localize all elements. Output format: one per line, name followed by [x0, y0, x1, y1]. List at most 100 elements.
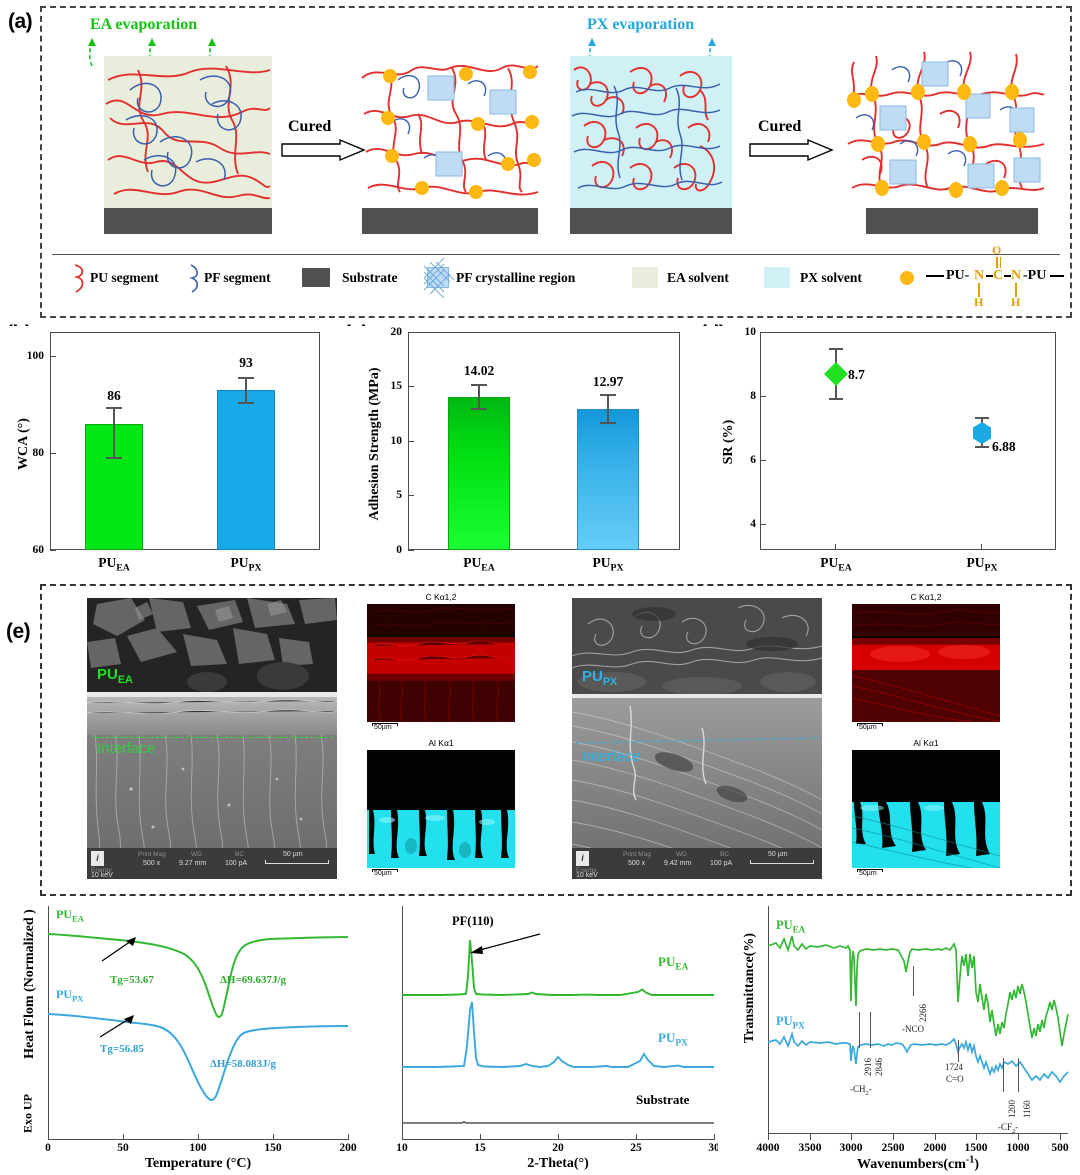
panel-d-xtick-pu-ea-sub: EA [838, 562, 852, 574]
panel-b-xtick-pu-px-sub: PX [248, 562, 262, 574]
panel-h-anno-ch2: -CH2- [850, 1084, 872, 1097]
panel-h-ch2-sub: 2 [865, 1089, 869, 1097]
panel-h-series-pu-px-main: PU [776, 1014, 793, 1028]
eds-scale-bracket-icon [372, 869, 398, 872]
panel-f-xtick-0: 0 [45, 1142, 51, 1154]
ea-solvent-region [104, 56, 272, 208]
pf-crystalline-swatch-icon [423, 257, 455, 299]
sem-scalebar-pu-px [750, 860, 814, 864]
panel-h-xtick-3000: 3000 [839, 1142, 863, 1154]
panel-g-xtickmark-20 [558, 1134, 560, 1140]
panel-h-xtick-2500: 2500 [881, 1142, 905, 1154]
panel-c-xtick-pu-ea: PUEA [448, 555, 510, 574]
panel-f-xtickmark-0 [48, 1134, 50, 1140]
sem-infobar-mag-value: 500 x [143, 860, 161, 867]
substrate-swatch-icon [302, 268, 330, 287]
sem-coating-layer-pu-ea [87, 697, 337, 735]
panel-f-xtickmark-100 [198, 1134, 200, 1140]
sem-infobar-pu-ea: i Print Mag 500 x WD 9.27 mm BC 100 pA 5… [87, 848, 337, 879]
sem-vendor-logo-icon: i [576, 851, 589, 866]
sem-infobar-energy-header: Energy [91, 867, 112, 874]
pf-segment-icon [189, 264, 199, 293]
sem-infobar-mag-header: Print Mag [623, 851, 651, 858]
panel-f-xlabel: Temperature (°C) [144, 1156, 252, 1171]
px-solvent-swatch-icon [764, 267, 790, 288]
panel-d-ytick-10: 10 [744, 326, 757, 338]
panel-f-tg-arrow-ea [101, 937, 136, 962]
sem-infobar-scale-value: 50 µm [283, 851, 303, 858]
panel-g-xtickmark-10 [402, 1134, 404, 1140]
panel-b-xtick-pu-ea: PUEA [85, 555, 143, 574]
cured-label-1: Cured [288, 118, 332, 135]
panel-h-leader-2846 [870, 1012, 871, 1048]
sem-interface-label-pu-px: Interface [582, 748, 641, 765]
panel-h-xtick-4000: 4000 [756, 1142, 780, 1154]
panel-f-xtickmark-50 [123, 1134, 125, 1140]
crosslink-node-icon [900, 271, 914, 285]
panel-c-xtick-pu-px-main: PU [592, 555, 611, 570]
panel-f-xtick-50: 50 [117, 1142, 129, 1154]
panel-h-leader-1160 [1018, 1058, 1019, 1092]
cured-label-2: Cured [758, 118, 802, 135]
panels-f-series-pu-px-sub: PX [72, 993, 84, 1004]
eds-scale-c-pu-px-text: 50µm [859, 724, 877, 731]
eds-scale-al-pu-px: 50µm [857, 869, 901, 877]
sem-tag-pu-ea-main: PU [97, 666, 118, 683]
panel-b-ytickmark-100 [50, 356, 56, 358]
urea-structure: PU- N C N -PU O H H [926, 243, 1064, 311]
panel-h-ch2-tail: - [868, 1084, 872, 1094]
panel-d-chart: SR (%) 10 8 6 4 8.7 6.88 PUEA PUPX [692, 326, 1080, 578]
legend-pu-segment-label: PU segment [90, 270, 159, 285]
panel-g-series-pu-px-sub: PX [675, 1038, 688, 1049]
urea-left-pu: PU- [946, 268, 970, 283]
panel-d-ytick-8: 8 [750, 390, 756, 402]
legend-substrate-label: Substrate [342, 270, 398, 285]
sem-tag-pu-px-sub: PX [602, 676, 618, 688]
panel-h-series-pu-ea-sub: EA [792, 924, 806, 935]
panel-h-cf2-main: -CF [998, 1122, 1013, 1132]
panel-c-xtick-pu-px-sub: PX [610, 562, 624, 574]
panel-g-xlabel: 2-Theta(°) [527, 1156, 589, 1171]
panel-h-xtickmark-500 [1060, 1134, 1062, 1140]
sem-infobar-bc-header: BC [720, 851, 730, 858]
substrate-px-uncured [570, 208, 732, 234]
panel-c-ytick-10: 10 [390, 435, 403, 447]
sem-infobar-pu-px: i Print Mag 500 x WD 9.42 mm BC 100 pA 5… [572, 848, 822, 879]
panel-h-series-pu-px-sub: PX [792, 1020, 805, 1031]
panel-b-ytick-60: 60 [32, 544, 45, 556]
sem-infobar-wd-header: WD [676, 851, 687, 858]
panel-d-ytickmark-8 [760, 396, 766, 398]
sem-image-pu-ea: PUEA Interface i Print Mag 500 x WD 9.27… [87, 598, 337, 879]
panel-h-series-label-pu-ea: PUEA [776, 918, 805, 935]
panel-h-xtick-500: 500 [1051, 1142, 1069, 1154]
sem-infobar-bc-header: BC [235, 851, 245, 858]
panel-b-ylabel: WCA (°) [16, 418, 31, 470]
panel-h-anno-2916: 2916 [863, 1058, 873, 1076]
eds-map-c-pu-px [852, 604, 1000, 722]
px-cured-network [847, 51, 1045, 198]
panel-c-xtick-pu-px: PUPX [577, 555, 639, 574]
panel-f-curve-pu-ea [47, 933, 349, 1018]
panel-g-xtick-25: 25 [630, 1142, 642, 1154]
panel-d-ytickmark-10 [760, 332, 766, 334]
panel-h-xtickmark-4000 [768, 1134, 770, 1140]
panel-c-ytick-20: 20 [390, 326, 403, 338]
eds-map-al-pu-px [852, 750, 1000, 868]
panel-d-value-pu-ea: 8.7 [848, 367, 865, 382]
panel-h-xtickmark-3500 [810, 1134, 812, 1140]
panel-h-anno-co: C=O [946, 1074, 964, 1084]
sem-tag-pu-ea: PUEA [97, 666, 133, 686]
panel-d-xtick-pu-px-sub: PX [984, 562, 998, 574]
panel-h-xtickmark-3000 [851, 1134, 853, 1140]
panel-h-anno-nco: -NCO [902, 1024, 924, 1034]
panel-d-xtick-pu-px: PUPX [951, 555, 1013, 574]
panel-d-marker-pu-ea [824, 362, 848, 386]
panel-b-ytickmark-60 [50, 550, 56, 552]
urea-h1: H [974, 295, 984, 309]
panel-f-tg-ea-label: Tg=53.67 [110, 974, 154, 986]
legend-px-solvent-label: PX solvent [800, 270, 862, 285]
substrate-px-cured [866, 208, 1038, 234]
panel-c-ytickmark-15 [408, 386, 414, 388]
substrate-ea-cured [362, 208, 538, 234]
panel-a-label: (a) [8, 10, 33, 33]
